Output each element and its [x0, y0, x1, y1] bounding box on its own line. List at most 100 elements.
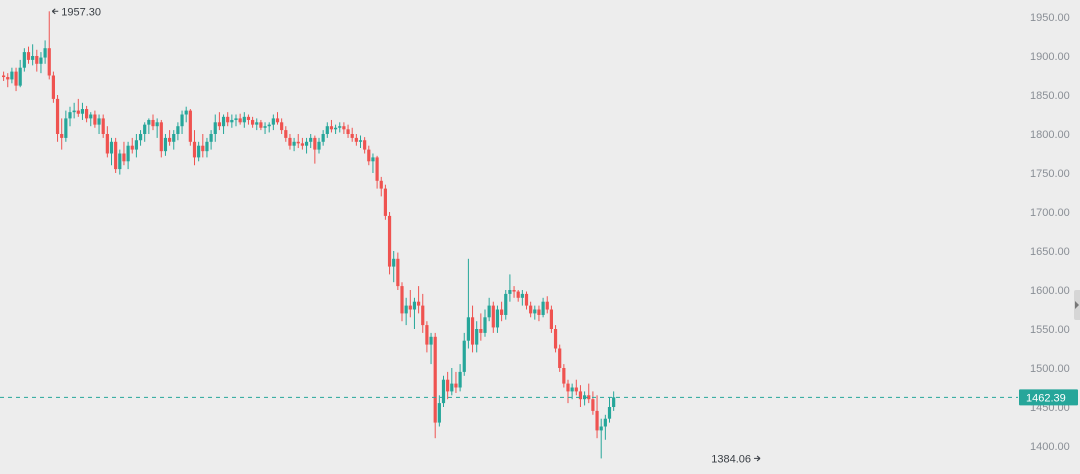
candle[interactable] [425, 321, 429, 353]
candle[interactable] [275, 112, 280, 125]
candle[interactable] [533, 305, 537, 320]
candle[interactable] [313, 135, 317, 164]
candle[interactable] [329, 119, 334, 133]
candle[interactable] [130, 137, 134, 154]
candle[interactable] [466, 258, 470, 349]
candle[interactable] [342, 122, 346, 134]
candle[interactable] [334, 124, 338, 134]
candle[interactable] [238, 113, 242, 125]
candle[interactable] [226, 112, 230, 127]
candle[interactable] [172, 130, 176, 150]
candle[interactable] [221, 114, 226, 135]
candle[interactable] [574, 379, 578, 396]
candle[interactable] [2, 71, 6, 81]
candle[interactable] [10, 67, 14, 84]
candle[interactable] [180, 110, 184, 134]
candle[interactable] [537, 305, 541, 322]
candle[interactable] [338, 122, 342, 133]
candle[interactable] [292, 137, 296, 152]
candle[interactable] [433, 332, 437, 439]
candle[interactable] [192, 130, 197, 166]
candle[interactable] [396, 252, 400, 290]
candle[interactable] [512, 286, 516, 298]
candle[interactable] [155, 118, 159, 138]
candle[interactable] [109, 137, 114, 166]
candle[interactable] [122, 141, 126, 166]
price-axis-scroll-handle[interactable] [1074, 290, 1080, 320]
candle[interactable] [143, 122, 147, 142]
candle[interactable] [387, 212, 392, 275]
candle[interactable] [51, 71, 55, 103]
candle[interactable] [599, 418, 603, 459]
candle[interactable] [234, 114, 238, 127]
candle[interactable] [491, 301, 495, 333]
candle[interactable] [437, 395, 441, 427]
candle[interactable] [404, 297, 408, 326]
candle[interactable] [354, 134, 358, 146]
candle[interactable] [304, 137, 309, 154]
candle[interactable] [76, 98, 80, 117]
candle[interactable] [450, 368, 454, 396]
candle[interactable] [558, 344, 562, 372]
candle[interactable] [85, 105, 89, 123]
candle[interactable] [441, 375, 446, 407]
candle[interactable] [363, 137, 367, 154]
candle[interactable] [114, 137, 118, 173]
candle[interactable] [151, 114, 155, 131]
candle[interactable] [429, 332, 433, 365]
candle[interactable] [379, 176, 383, 197]
candle[interactable] [80, 102, 85, 120]
candle[interactable] [321, 130, 325, 146]
candle[interactable] [371, 153, 375, 174]
candle[interactable] [60, 118, 64, 150]
candle[interactable] [479, 313, 483, 341]
candle[interactable] [43, 40, 47, 64]
candle[interactable] [201, 134, 205, 158]
candle[interactable] [134, 134, 138, 158]
candle[interactable] [350, 127, 354, 142]
candle[interactable] [251, 116, 255, 128]
candle[interactable] [470, 305, 475, 353]
candle[interactable] [500, 301, 504, 322]
candle[interactable] [607, 397, 612, 423]
candle[interactable] [325, 122, 329, 138]
candle[interactable] [487, 297, 491, 322]
candle[interactable] [603, 414, 607, 440]
candle[interactable] [520, 290, 524, 306]
candle[interactable] [246, 114, 251, 125]
candle[interactable] [93, 110, 97, 128]
candle[interactable] [259, 119, 263, 131]
candle[interactable] [22, 48, 26, 72]
candle[interactable] [64, 110, 68, 142]
candle[interactable] [280, 118, 284, 134]
candle[interactable] [595, 395, 599, 439]
candle[interactable] [230, 114, 234, 128]
candle[interactable] [458, 364, 462, 392]
candle[interactable] [570, 383, 574, 400]
candle[interactable] [72, 102, 76, 119]
candle[interactable] [184, 106, 188, 123]
candle[interactable] [35, 49, 39, 72]
candle[interactable] [529, 301, 533, 318]
candle[interactable] [138, 130, 143, 146]
candle[interactable] [89, 112, 93, 127]
candle[interactable] [209, 130, 213, 150]
candle[interactable] [578, 385, 583, 407]
candle[interactable] [284, 126, 288, 142]
candle[interactable] [147, 118, 151, 134]
candle[interactable] [6, 73, 10, 88]
candle[interactable] [421, 293, 425, 333]
candle[interactable] [118, 149, 122, 175]
candle[interactable] [188, 109, 192, 146]
candle[interactable] [375, 155, 379, 189]
candle[interactable] [446, 371, 450, 400]
candle[interactable] [408, 290, 412, 318]
candle[interactable] [553, 325, 558, 353]
candle[interactable] [159, 119, 163, 158]
candle[interactable] [213, 114, 217, 142]
candle[interactable] [163, 134, 168, 156]
candle[interactable] [300, 137, 304, 150]
candle[interactable] [566, 379, 570, 404]
candle[interactable] [217, 112, 221, 131]
